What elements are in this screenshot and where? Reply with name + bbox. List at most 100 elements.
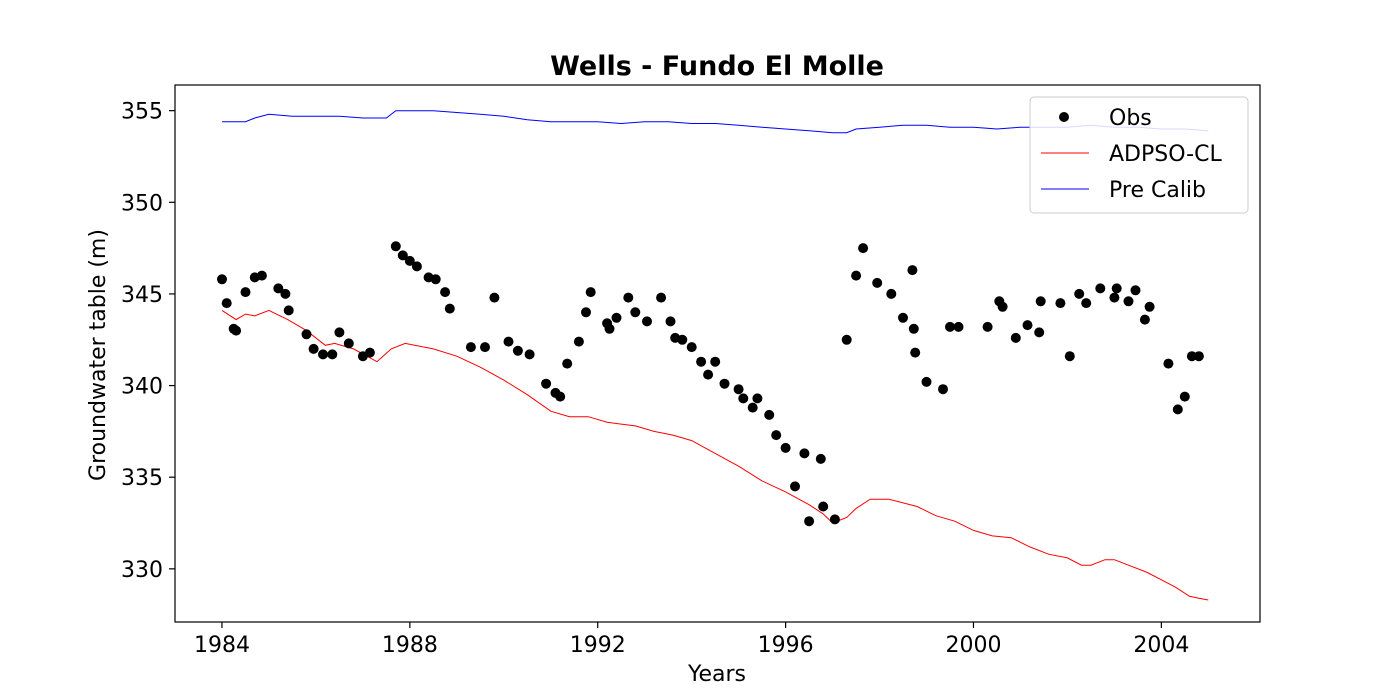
x-tick-label: 1988 bbox=[382, 633, 438, 658]
obs-point bbox=[665, 316, 676, 327]
obs-point bbox=[1010, 332, 1021, 343]
obs-point bbox=[771, 430, 782, 441]
obs-point bbox=[573, 336, 584, 347]
obs-point bbox=[465, 342, 476, 353]
y-axis: 330 335 340 345 350 355 bbox=[121, 100, 175, 583]
legend-box bbox=[1029, 96, 1249, 214]
obs-point bbox=[656, 292, 667, 303]
obs-point bbox=[1163, 358, 1174, 369]
obs-point bbox=[240, 287, 251, 298]
obs-point bbox=[815, 453, 826, 464]
obs-point bbox=[818, 501, 829, 512]
y-tick-label: 345 bbox=[121, 283, 163, 308]
obs-point bbox=[851, 270, 862, 281]
obs-point bbox=[430, 274, 441, 285]
plot-area bbox=[217, 110, 1209, 601]
obs-point bbox=[555, 391, 566, 402]
obs-point bbox=[327, 349, 338, 360]
obs-point bbox=[1022, 320, 1033, 331]
obs-point bbox=[1123, 296, 1134, 307]
obs-point bbox=[997, 301, 1008, 312]
obs-point bbox=[1111, 283, 1122, 294]
obs-point bbox=[841, 334, 852, 345]
obs-point bbox=[604, 323, 615, 334]
obs-point bbox=[898, 312, 908, 323]
obs-point bbox=[1193, 351, 1204, 362]
obs-point bbox=[907, 265, 918, 276]
obs-point bbox=[217, 274, 227, 285]
obs-point bbox=[503, 336, 514, 347]
obs-point bbox=[677, 334, 688, 345]
obs-point bbox=[334, 327, 345, 338]
obs-point bbox=[1130, 285, 1141, 296]
obs-point bbox=[283, 305, 294, 316]
obs-point bbox=[512, 345, 523, 356]
obs-point bbox=[719, 378, 730, 389]
legend-obs-label: Obs bbox=[1109, 106, 1152, 131]
obs-point bbox=[1186, 351, 1197, 362]
obs-point bbox=[738, 393, 749, 404]
obs-point bbox=[364, 347, 375, 358]
x-tick-label: 2004 bbox=[1133, 633, 1189, 658]
obs-point bbox=[1081, 298, 1092, 309]
obs-point bbox=[308, 343, 319, 354]
obs-point bbox=[318, 349, 328, 360]
obs-point bbox=[440, 287, 451, 298]
y-tick-label: 350 bbox=[121, 191, 163, 216]
obs-point bbox=[752, 393, 763, 404]
obs-point bbox=[945, 321, 955, 332]
obs-point bbox=[221, 298, 232, 309]
obs-point bbox=[790, 481, 800, 492]
x-tick-label: 1996 bbox=[758, 633, 814, 658]
x-tick-label: 2000 bbox=[945, 633, 1001, 658]
obs-point bbox=[397, 250, 408, 261]
obs-point bbox=[411, 261, 422, 272]
obs-point bbox=[444, 303, 455, 314]
obs-point bbox=[585, 287, 596, 298]
x-axis-label: Years bbox=[687, 662, 746, 687]
chart-title: Wells - Fundo El Molle bbox=[550, 51, 884, 82]
obs-point bbox=[524, 349, 535, 360]
y-tick-label: 355 bbox=[121, 100, 163, 125]
obs-point bbox=[982, 321, 993, 332]
obs-point bbox=[256, 270, 267, 281]
obs-point bbox=[747, 402, 758, 413]
obs-point bbox=[910, 347, 921, 358]
x-axis: 1984 1988 1992 1996 2000 2004 bbox=[194, 622, 1189, 658]
obs-point bbox=[780, 442, 791, 453]
obs-point bbox=[710, 356, 721, 367]
obs-point bbox=[1064, 351, 1075, 362]
obs-point bbox=[581, 307, 591, 318]
obs-point bbox=[642, 316, 652, 327]
obs-point bbox=[562, 358, 573, 369]
obs-point bbox=[921, 376, 932, 387]
obs-point bbox=[301, 329, 312, 340]
legend-adpso-label: ADPSO-CL bbox=[1109, 142, 1222, 167]
obs-point bbox=[273, 283, 284, 294]
obs-point bbox=[1172, 404, 1183, 415]
obs-point bbox=[630, 307, 641, 318]
legend-obs-marker bbox=[1059, 112, 1069, 122]
obs-point bbox=[1095, 283, 1106, 294]
x-tick-label: 1992 bbox=[570, 633, 626, 658]
obs-point bbox=[696, 356, 707, 367]
obs-point bbox=[908, 323, 919, 334]
obs-point bbox=[390, 241, 401, 252]
obs-point bbox=[938, 384, 948, 395]
legend: Obs ADPSO-CL Pre Calib bbox=[1029, 96, 1249, 214]
obs-point bbox=[872, 277, 883, 288]
legend-pre-label: Pre Calib bbox=[1109, 178, 1206, 203]
obs-point bbox=[799, 448, 810, 459]
obs-point bbox=[686, 342, 697, 353]
obs-point bbox=[489, 292, 500, 303]
obs-point bbox=[1034, 327, 1045, 338]
obs-point bbox=[1179, 391, 1190, 402]
obs-point bbox=[953, 321, 964, 332]
obs-point bbox=[858, 243, 869, 254]
obs-point bbox=[1109, 292, 1120, 303]
obs-point bbox=[1139, 314, 1150, 325]
obs-point bbox=[623, 292, 634, 303]
y-tick-label: 340 bbox=[121, 375, 163, 400]
plot-frame bbox=[174, 84, 1261, 623]
